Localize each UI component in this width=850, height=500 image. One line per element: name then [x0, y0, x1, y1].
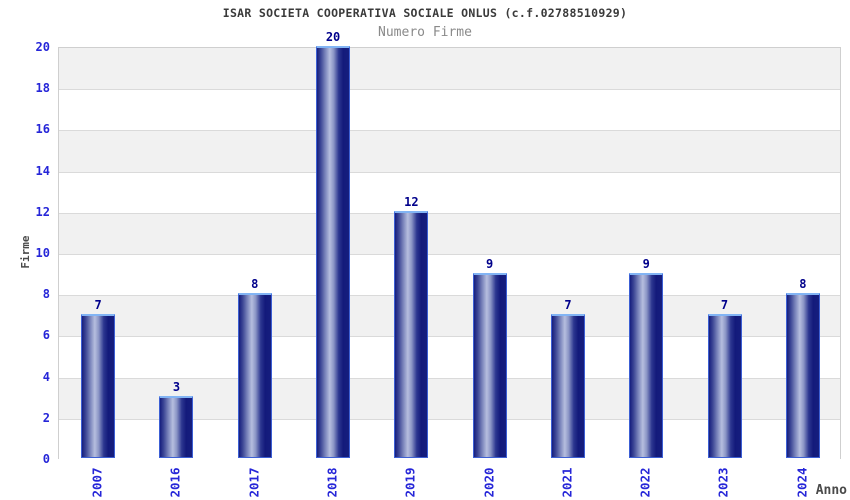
bar-value-label-2007: 7 [94, 297, 102, 312]
x-tick-label-2007: 2007 [89, 466, 105, 498]
bar-2023 [707, 313, 742, 458]
x-tick-label-2016: 2016 [167, 466, 183, 498]
bar-value-label-2020: 9 [486, 256, 494, 271]
y-tick-label-12: 12 [35, 204, 50, 219]
gridline [59, 254, 840, 255]
plot-area: 7 3 8 20 12 9 7 9 7 8 [58, 30, 841, 460]
y-tick-label-0: 0 [42, 452, 50, 466]
bar-value-label-2021: 7 [564, 297, 572, 312]
plot-band [59, 171, 840, 213]
x-tick-label-2019: 2019 [402, 466, 418, 498]
y-tick-label-14: 14 [35, 163, 50, 178]
gridline [59, 171, 840, 173]
gridline [59, 336, 840, 338]
x-tick-label-2018: 2018 [324, 466, 340, 498]
bar-2024 [785, 293, 820, 458]
bar-value-label-2023: 7 [720, 297, 729, 312]
y-tick-label-16: 16 [35, 122, 50, 137]
bar-2017 [237, 293, 272, 458]
plot-band [59, 48, 840, 90]
y-tick-label-18: 18 [35, 81, 50, 96]
plot-band [59, 89, 840, 131]
bar-2022 [629, 272, 664, 458]
bar-value-label-2017: 8 [251, 277, 259, 292]
x-tick-label-2021: 2021 [559, 466, 575, 498]
bar-value-label-2024: 8 [799, 277, 807, 292]
bar-2016 [159, 396, 194, 458]
x-tick-label-2020: 2020 [481, 466, 497, 498]
bar-2019 [394, 210, 429, 458]
bar-2020 [472, 272, 507, 458]
bar-2021 [550, 313, 585, 458]
gridline [59, 130, 840, 132]
x-tick-label-2022: 2022 [637, 466, 653, 498]
y-tick-label-8: 8 [42, 287, 50, 302]
gridline [59, 89, 840, 91]
gridline [59, 418, 840, 420]
chart-subtitle: Numero Firme [378, 25, 472, 40]
gridline [59, 377, 840, 379]
bar-value-label-2019: 12 [404, 194, 419, 209]
gridline [59, 212, 840, 214]
bar-2018 [316, 46, 351, 458]
bar-2007 [81, 313, 116, 458]
plot-band [59, 254, 840, 296]
gridline [59, 295, 840, 297]
plot-band [59, 212, 840, 254]
x-tick-label-2024: 2024 [794, 466, 810, 498]
x-tick-label-2017: 2017 [246, 466, 262, 498]
x-tick-label-2023: 2023 [716, 466, 732, 498]
x-axis-title: Anno [815, 483, 847, 498]
y-tick-label-4: 4 [42, 369, 50, 384]
y-tick-label-2: 2 [42, 410, 50, 425]
plot-band [59, 130, 840, 172]
bar-value-label-2018: 20 [325, 30, 341, 44]
y-tick-label-6: 6 [42, 328, 50, 343]
bar-value-label-2016: 3 [172, 380, 181, 395]
y-tick-label-20: 20 [35, 40, 50, 54]
y-tick-label-10: 10 [35, 246, 50, 260]
chart-title: ISAR SOCIETA COOPERATIVA SOCIALE ONLUS (… [222, 6, 628, 20]
bar-value-label-2022: 9 [642, 256, 650, 271]
